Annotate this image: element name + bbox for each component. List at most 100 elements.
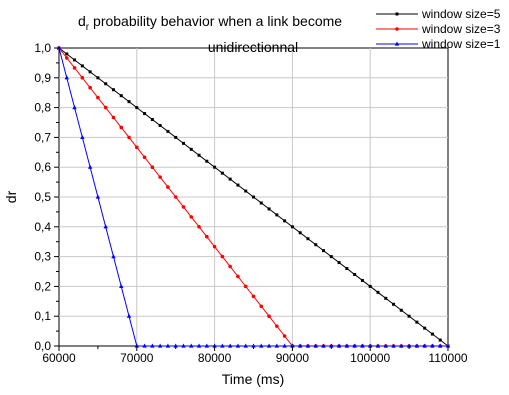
data-point bbox=[438, 343, 443, 348]
data-point bbox=[430, 343, 435, 348]
data-point bbox=[158, 175, 162, 179]
chart-title: dr probability behavior when a link beco… bbox=[78, 13, 342, 33]
data-point bbox=[111, 88, 115, 92]
legend-label: window size=5 bbox=[421, 7, 501, 21]
data-point bbox=[165, 343, 171, 348]
data-point bbox=[135, 145, 139, 150]
data-point bbox=[391, 343, 396, 348]
data-point bbox=[406, 343, 412, 348]
data-point bbox=[127, 100, 131, 104]
data-point bbox=[383, 343, 388, 348]
data-point bbox=[64, 75, 69, 80]
data-point bbox=[173, 343, 178, 348]
data-point bbox=[126, 313, 132, 318]
data-point bbox=[72, 105, 77, 110]
data-point bbox=[213, 165, 217, 169]
data-point bbox=[376, 290, 380, 294]
chart-title-subscript: r bbox=[86, 22, 90, 33]
data-point bbox=[228, 177, 232, 181]
data-point bbox=[127, 135, 131, 140]
data-point bbox=[96, 76, 100, 80]
y-tick-label: 0,2 bbox=[34, 279, 51, 293]
y-tick-label: 0,3 bbox=[34, 250, 51, 264]
data-point bbox=[252, 195, 255, 199]
data-point bbox=[415, 320, 419, 324]
x-tick-label: 110000 bbox=[428, 351, 467, 365]
data-point bbox=[204, 343, 210, 348]
data-point bbox=[445, 343, 451, 348]
data-point bbox=[305, 343, 311, 348]
data-point bbox=[103, 224, 108, 229]
data-point bbox=[150, 343, 155, 348]
data-point bbox=[384, 296, 388, 300]
data-point bbox=[142, 343, 147, 348]
y-tick-label: 0,4 bbox=[34, 220, 51, 234]
legend-entry: window size=1 bbox=[376, 37, 501, 51]
data-point bbox=[259, 201, 263, 205]
data-point bbox=[360, 278, 364, 282]
x-tick-label: 90000 bbox=[276, 351, 310, 365]
data-point bbox=[329, 343, 334, 348]
data-point bbox=[64, 56, 69, 60]
chart-title-main: d bbox=[78, 13, 86, 29]
data-point bbox=[313, 343, 318, 348]
data-point bbox=[290, 343, 295, 348]
data-point bbox=[158, 123, 162, 127]
data-point bbox=[399, 343, 404, 348]
data-point bbox=[251, 343, 256, 348]
data-point bbox=[282, 334, 287, 338]
data-point bbox=[220, 254, 225, 259]
data-point bbox=[181, 343, 186, 348]
data-point bbox=[197, 225, 201, 229]
data-point bbox=[236, 183, 240, 187]
y-tick-label: 0,6 bbox=[34, 160, 51, 174]
data-point bbox=[235, 343, 241, 348]
data-point bbox=[80, 64, 84, 68]
y-tick-label: 0,8 bbox=[34, 101, 51, 115]
data-point bbox=[251, 294, 256, 299]
chart-title-line2: unidirectionnal bbox=[208, 39, 298, 55]
data-point bbox=[87, 164, 93, 169]
data-point bbox=[119, 283, 124, 288]
data-point bbox=[96, 95, 100, 100]
data-point bbox=[422, 343, 427, 348]
data-point bbox=[337, 261, 341, 265]
data-point bbox=[104, 82, 108, 86]
data-point bbox=[205, 159, 209, 163]
y-tick-label: 0,0 bbox=[34, 339, 51, 353]
data-point bbox=[267, 314, 271, 319]
data-point bbox=[297, 343, 303, 348]
y-tick-label: 0,5 bbox=[34, 190, 51, 204]
data-point bbox=[166, 185, 170, 189]
chart-title-rest: probability behavior when a link become bbox=[89, 13, 342, 29]
y-tick-label: 0,9 bbox=[34, 71, 51, 85]
data-point bbox=[150, 165, 155, 169]
data-point bbox=[150, 118, 154, 122]
legend-entry: window size=5 bbox=[376, 7, 501, 21]
data-point bbox=[274, 343, 280, 348]
data-point bbox=[227, 343, 233, 348]
data-point bbox=[353, 272, 357, 276]
legend-label: window size=3 bbox=[421, 22, 501, 36]
data-point bbox=[212, 343, 217, 348]
x-axis-title: Time (ms) bbox=[222, 371, 284, 387]
data-point bbox=[196, 343, 202, 348]
data-point bbox=[244, 189, 248, 193]
data-point bbox=[205, 234, 209, 239]
data-point bbox=[368, 343, 373, 348]
data-point bbox=[88, 70, 92, 74]
data-point bbox=[259, 343, 264, 348]
data-point bbox=[80, 76, 85, 80]
legend-marker bbox=[395, 27, 399, 31]
data-point bbox=[197, 153, 201, 157]
data-point bbox=[73, 58, 77, 62]
y-axis-title: dr bbox=[3, 190, 19, 203]
data-point bbox=[314, 243, 318, 247]
data-point bbox=[174, 135, 178, 139]
data-point bbox=[65, 52, 69, 56]
data-point bbox=[345, 267, 349, 271]
data-point bbox=[189, 215, 194, 219]
data-point bbox=[423, 326, 427, 330]
data-point bbox=[298, 231, 302, 235]
